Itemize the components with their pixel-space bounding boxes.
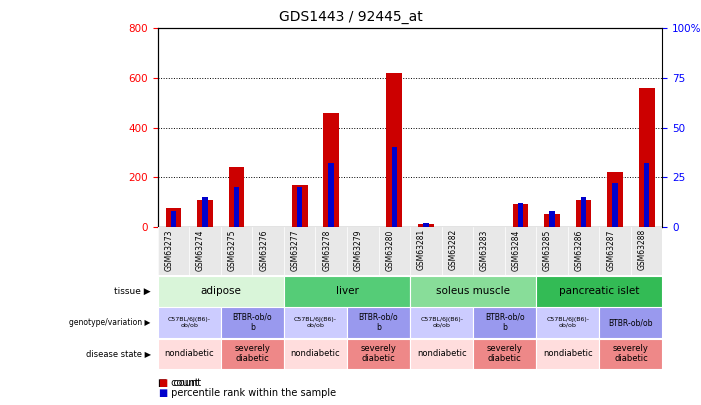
Text: genotype/variation ▶: genotype/variation ▶ <box>69 318 151 327</box>
Bar <box>347 307 410 338</box>
Bar <box>329 163 334 227</box>
Bar <box>512 205 529 227</box>
Text: GSM63287: GSM63287 <box>606 229 615 271</box>
Bar <box>418 224 434 227</box>
Text: GSM63286: GSM63286 <box>575 229 583 271</box>
Text: GSM63285: GSM63285 <box>543 229 552 271</box>
Bar <box>292 185 308 227</box>
Bar <box>607 172 623 227</box>
Bar <box>171 211 176 227</box>
Bar <box>613 183 618 227</box>
Bar <box>473 339 536 369</box>
Bar <box>576 200 592 227</box>
Text: GSM63275: GSM63275 <box>228 229 236 271</box>
Text: severely
diabetic: severely diabetic <box>613 344 649 363</box>
Bar <box>536 276 662 307</box>
Bar <box>158 276 284 307</box>
Text: adipose: adipose <box>200 286 241 296</box>
Bar <box>473 307 536 338</box>
Bar <box>581 197 586 227</box>
Bar <box>544 214 560 227</box>
Text: GSM63274: GSM63274 <box>196 229 205 271</box>
Text: BTBR-ob/ob: BTBR-ob/ob <box>608 318 653 327</box>
Bar <box>410 307 473 338</box>
Text: count: count <box>168 378 199 388</box>
Text: ■  count: ■ count <box>158 378 201 388</box>
Bar <box>284 339 347 369</box>
Text: GSM63288: GSM63288 <box>638 229 646 271</box>
Text: C57BL/6J(B6)-
ob/ob: C57BL/6J(B6)- ob/ob <box>546 317 590 328</box>
Bar <box>165 208 182 227</box>
Bar <box>639 88 655 227</box>
Bar <box>386 73 402 227</box>
Bar <box>423 223 428 227</box>
Text: GDS1443 / 92445_at: GDS1443 / 92445_at <box>278 10 423 24</box>
Text: BTBR-ob/o
b: BTBR-ob/o b <box>359 313 398 332</box>
Text: disease state ▶: disease state ▶ <box>86 349 151 358</box>
Bar <box>221 307 284 338</box>
Bar <box>323 113 339 227</box>
Bar <box>410 339 473 369</box>
Text: GSM63277: GSM63277 <box>291 229 300 271</box>
Text: severely
diabetic: severely diabetic <box>486 344 523 363</box>
Bar <box>297 187 302 227</box>
Bar <box>644 163 649 227</box>
Bar <box>410 276 536 307</box>
Text: C57BL/6J(B6)-
ob/ob: C57BL/6J(B6)- ob/ob <box>168 317 211 328</box>
Text: GSM63273: GSM63273 <box>165 229 174 271</box>
Text: nondiabetic: nondiabetic <box>417 349 466 358</box>
Text: GSM63276: GSM63276 <box>259 229 268 271</box>
Text: C57BL/6J(B6)-
ob/ob: C57BL/6J(B6)- ob/ob <box>294 317 337 328</box>
Text: GSM63278: GSM63278 <box>322 229 331 271</box>
Text: GSM63282: GSM63282 <box>449 229 457 271</box>
Bar <box>550 211 554 227</box>
Text: severely
diabetic: severely diabetic <box>234 344 271 363</box>
Text: severely
diabetic: severely diabetic <box>360 344 397 363</box>
Text: ■: ■ <box>158 378 167 388</box>
Text: liver: liver <box>336 286 358 296</box>
Bar <box>234 187 239 227</box>
Text: GSM63281: GSM63281 <box>417 229 426 271</box>
Text: GSM63284: GSM63284 <box>512 229 520 271</box>
Text: ■: ■ <box>158 388 167 398</box>
Text: soleus muscle: soleus muscle <box>436 286 510 296</box>
Bar <box>347 339 410 369</box>
Text: nondiabetic: nondiabetic <box>291 349 340 358</box>
Bar <box>229 167 245 227</box>
Bar <box>158 307 221 338</box>
Text: C57BL/6J(B6)-
ob/ob: C57BL/6J(B6)- ob/ob <box>420 317 463 328</box>
Bar <box>392 147 397 227</box>
Text: GSM63280: GSM63280 <box>386 229 394 271</box>
Text: nondiabetic: nondiabetic <box>543 349 592 358</box>
Bar <box>221 339 284 369</box>
Bar <box>599 339 662 369</box>
Bar <box>536 339 599 369</box>
Bar <box>197 200 213 227</box>
Bar <box>284 276 410 307</box>
Text: tissue ▶: tissue ▶ <box>114 287 151 296</box>
Text: GSM63279: GSM63279 <box>354 229 363 271</box>
Bar <box>599 307 662 338</box>
Text: nondiabetic: nondiabetic <box>165 349 214 358</box>
Text: pancreatic islet: pancreatic islet <box>559 286 639 296</box>
Bar <box>158 339 221 369</box>
Bar <box>203 197 207 227</box>
Bar <box>536 307 599 338</box>
Text: percentile rank within the sample: percentile rank within the sample <box>168 388 336 398</box>
Text: GSM63283: GSM63283 <box>480 229 489 271</box>
Bar <box>518 203 523 227</box>
Text: BTBR-ob/o
b: BTBR-ob/o b <box>233 313 272 332</box>
Text: BTBR-ob/o
b: BTBR-ob/o b <box>485 313 524 332</box>
Bar <box>284 307 347 338</box>
